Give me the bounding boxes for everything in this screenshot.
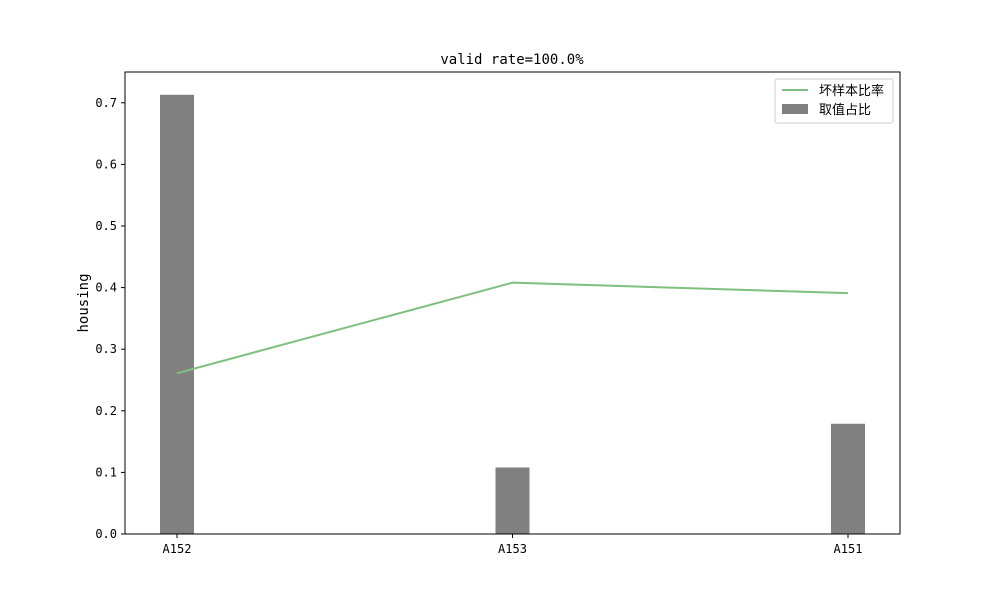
x-tick-label: A151	[834, 542, 863, 556]
plot-area: 0.0 0.1 0.2 0.3 0.4 0.5 0.6 0.7 A152 A153 A151	[95, 94, 865, 556]
bar-A152	[160, 94, 194, 535]
legend: 坏样本比率 取值占比	[774, 78, 894, 124]
y-tick-label: 0.3	[95, 342, 117, 356]
y-axis-label: housing	[76, 273, 92, 332]
y-tick-label: 0.7	[95, 96, 117, 110]
x-tick-label: A152	[163, 542, 192, 556]
legend-entry-bar: 取值占比	[819, 102, 871, 118]
legend-entry-line: 坏样本比率	[819, 83, 884, 99]
y-tick-label: 0.1	[95, 465, 117, 479]
y-tick-label: 0.4	[95, 281, 117, 295]
bar-A151	[831, 423, 865, 534]
legend-bar-swatch	[782, 104, 808, 114]
bar-A153	[495, 467, 530, 534]
x-tick-label: A153	[498, 542, 527, 556]
y-tick-label: 0.5	[95, 219, 117, 233]
y-tick-label: 0.6	[95, 157, 117, 171]
y-tick-label: 0.2	[95, 404, 117, 418]
line-series	[176, 281, 849, 375]
y-tick-label: 0.0	[95, 527, 117, 541]
plot-frame	[124, 71, 901, 535]
chart-title: valid rate=100.0%	[440, 52, 584, 68]
